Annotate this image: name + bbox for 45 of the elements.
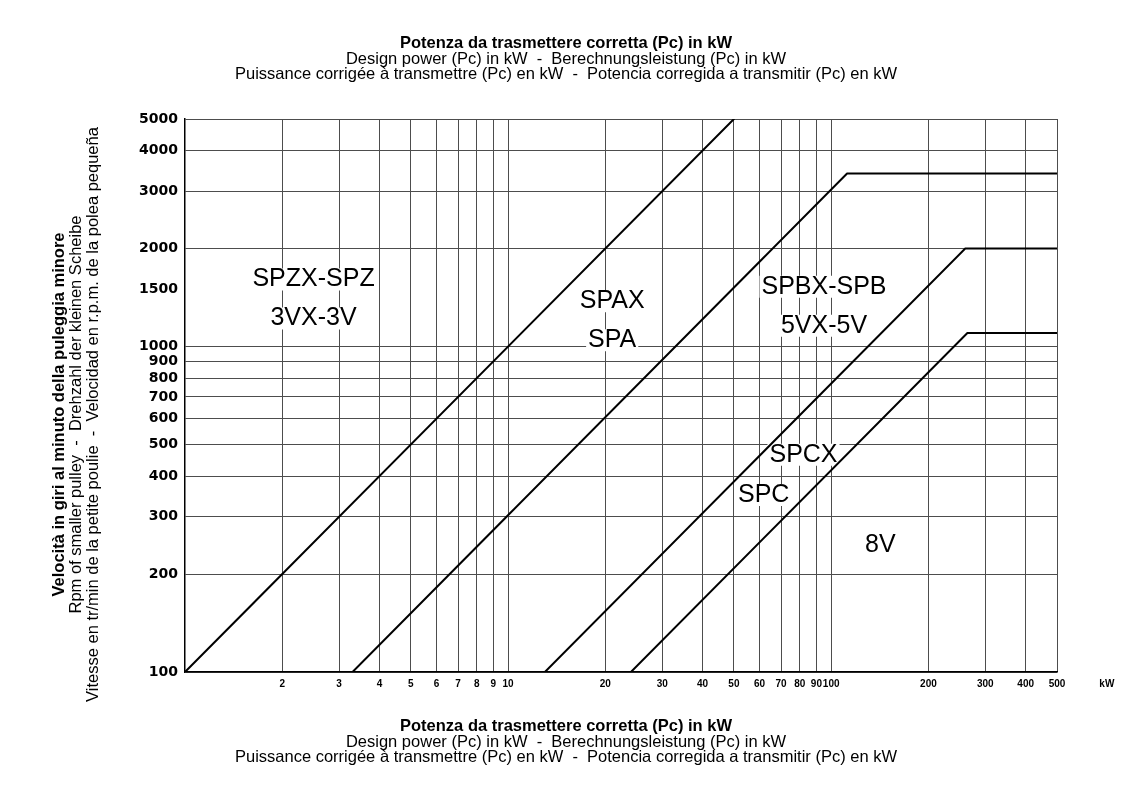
text: kW — [1099, 677, 1115, 689]
x-tick-label: 400 — [1017, 677, 1035, 689]
y-tick-label: 200 — [148, 564, 179, 581]
y-tick-label: 1500 — [139, 279, 179, 296]
x-axis-title: Potenza da trasmettere corretta (Pc) in kW Design power (Pc) in kW - Berechnungsleistung (Pc) in kW Puissance corrigée à transmettre (Pc) en kW - Potencia corregida a transmitir (Pc) en kW — [233, 716, 899, 765]
annotation: SPAX SPA — [579, 285, 645, 353]
y-tick-label: 500 — [148, 435, 179, 452]
annotation: 8V — [865, 529, 896, 558]
annotation: SPZX-SPZ 3VX-3V — [252, 263, 375, 331]
x-tick-label: 100 — [822, 677, 840, 689]
y-tick-label: 800 — [148, 368, 179, 385]
annotation: SPBX-SPB 5VX-5V — [761, 270, 887, 338]
y-tick-label: 700 — [148, 387, 179, 404]
y-tick-label: 4000 — [139, 141, 179, 158]
y-tick-label: 300 — [148, 507, 179, 524]
x-tick-label: 70 — [775, 677, 788, 689]
y-tick-label: 1000 — [139, 337, 179, 354]
x-tick-label: 500 — [1048, 677, 1066, 689]
x-tick-label: 40 — [697, 677, 709, 689]
x-tick-label: 7 — [455, 677, 462, 689]
x-tick-label: 10 — [502, 677, 515, 689]
y-tick-label: 600 — [148, 409, 179, 426]
x-tick-label: 5 — [408, 677, 415, 689]
y-tick-label: 900 — [148, 352, 179, 369]
y-tick-label: 400 — [148, 466, 179, 483]
x-tick-label: 30 — [656, 677, 669, 689]
x-tick-label: 8 — [473, 677, 480, 689]
x-tick-label: 6 — [433, 677, 440, 689]
y-axis-title: Velocità in giri al minuto della puleggia minore Rpm of smaller pulley - Drehzahl der kleinen Scheibe Vitesse en tr/min de la petite poulie - Velocidad en r.p.m. de la polea pequeña — [48, 126, 101, 704]
x-tick-label: 60 — [753, 677, 766, 689]
x-tick-label: 2 — [279, 677, 286, 689]
x-tick-label: 20 — [599, 677, 612, 689]
x-tick-label: 200 — [920, 677, 938, 689]
x-tick-label: 90 — [810, 677, 823, 689]
x-tick-label: 9 — [490, 677, 497, 689]
x-tick-label: 3 — [336, 677, 343, 689]
x-tick-label: 300 — [976, 677, 995, 689]
annotation: SPCX — [769, 438, 838, 467]
x-tick-label: 80 — [794, 677, 806, 689]
x-tick-label: 50 — [728, 677, 740, 689]
y-tick-label: 5000 — [139, 109, 179, 126]
y-tick-label: 2000 — [139, 239, 179, 256]
y-tick-label: 3000 — [139, 181, 179, 198]
annotation: SPC — [737, 478, 790, 507]
x-tick-label: 4 — [376, 677, 383, 689]
